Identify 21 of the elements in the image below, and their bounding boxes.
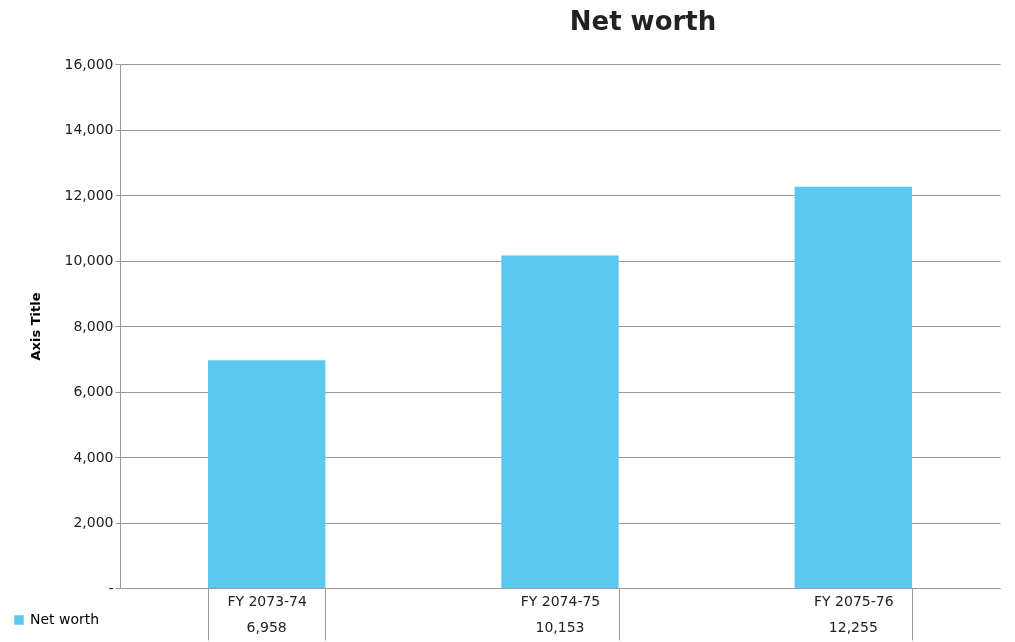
- x-tick-label: FY 2074-75: [520, 592, 601, 609]
- x-tick-label: FY 2073-74: [227, 592, 308, 609]
- bar: [208, 360, 326, 588]
- bar: [501, 255, 619, 588]
- y-tick-label: 6,000: [73, 383, 114, 399]
- y-tick-label: 2,000: [73, 514, 114, 530]
- bar: [794, 186, 912, 588]
- y-tick-label: 8,000: [73, 317, 114, 334]
- legend-label: Net worth: [30, 611, 100, 627]
- y-tick-label: -: [108, 579, 114, 596]
- y-tick-label: 16,000: [64, 55, 114, 72]
- y-tick-label: 14,000: [64, 121, 114, 137]
- y-tick-label: 4,000: [73, 448, 114, 465]
- data-label: 6,958: [246, 619, 287, 635]
- data-label: 12,255: [828, 619, 878, 635]
- chart-title: Net worth: [569, 6, 717, 36]
- y-tick-label: 12,000: [64, 186, 114, 203]
- x-tick-label: FY 2075-76: [814, 592, 894, 609]
- y-tick-label: 10,000: [64, 252, 114, 268]
- y-axis-title: Axis Title: [27, 292, 43, 361]
- data-label: 10,153: [535, 619, 585, 635]
